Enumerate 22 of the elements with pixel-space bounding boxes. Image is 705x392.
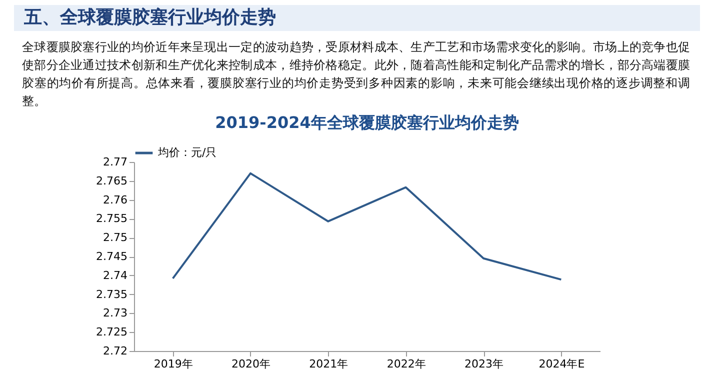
- x-tick-label: 2019年: [154, 358, 193, 370]
- y-tick-label: 2.73: [103, 306, 128, 320]
- x-tick-label: 2021年: [309, 358, 348, 370]
- y-tick-label: 2.755: [96, 212, 128, 226]
- y-tick-label: 2.765: [96, 174, 128, 188]
- legend-label: 均价：元/只: [157, 146, 217, 159]
- y-tick-label: 2.72: [103, 344, 128, 358]
- x-tick-label: 2024年E: [538, 358, 585, 370]
- text: 全球覆膜胶塞行业的均价近年来呈现出一定的波动趋势，受原材料成本、生产工艺和市场需求变化的影响。市场上的竞争也促使部分企业通过技术创新和生产优化来控制成本，维持价格稳定。此外，随着高性能和定制化产品需求的增长，部分高端覆膜胶塞的均价有所提高。总体来看，覆膜胶塞行业的均价走势受到多种因素的影响，未来可能会继续出现价格的逐步调整和调整。: [22, 39, 690, 110]
- y-tick-label: 2.77: [103, 156, 128, 168]
- x-tick-label: 2020年: [232, 358, 270, 370]
- x-tick-label: 2023年: [464, 358, 504, 370]
- x-tick-label: 2022年: [386, 358, 426, 370]
- line-series: [172, 172, 562, 281]
- y-tick-label: 2.76: [103, 193, 128, 206]
- chart-title: 2019-2024年全球覆膜胶塞行业均价走势: [214, 113, 520, 133]
- y-tick-label: 2.725: [96, 326, 128, 339]
- y-tick-label: 2.745: [96, 250, 128, 263]
- y-tick-label: 2.735: [96, 288, 128, 301]
- y-tick-label: 2.74: [103, 268, 128, 282]
- y-tick-label: 2.75: [103, 231, 128, 244]
- text: 五、全球覆膜胶塞行业均价走势: [14, 5, 700, 31]
